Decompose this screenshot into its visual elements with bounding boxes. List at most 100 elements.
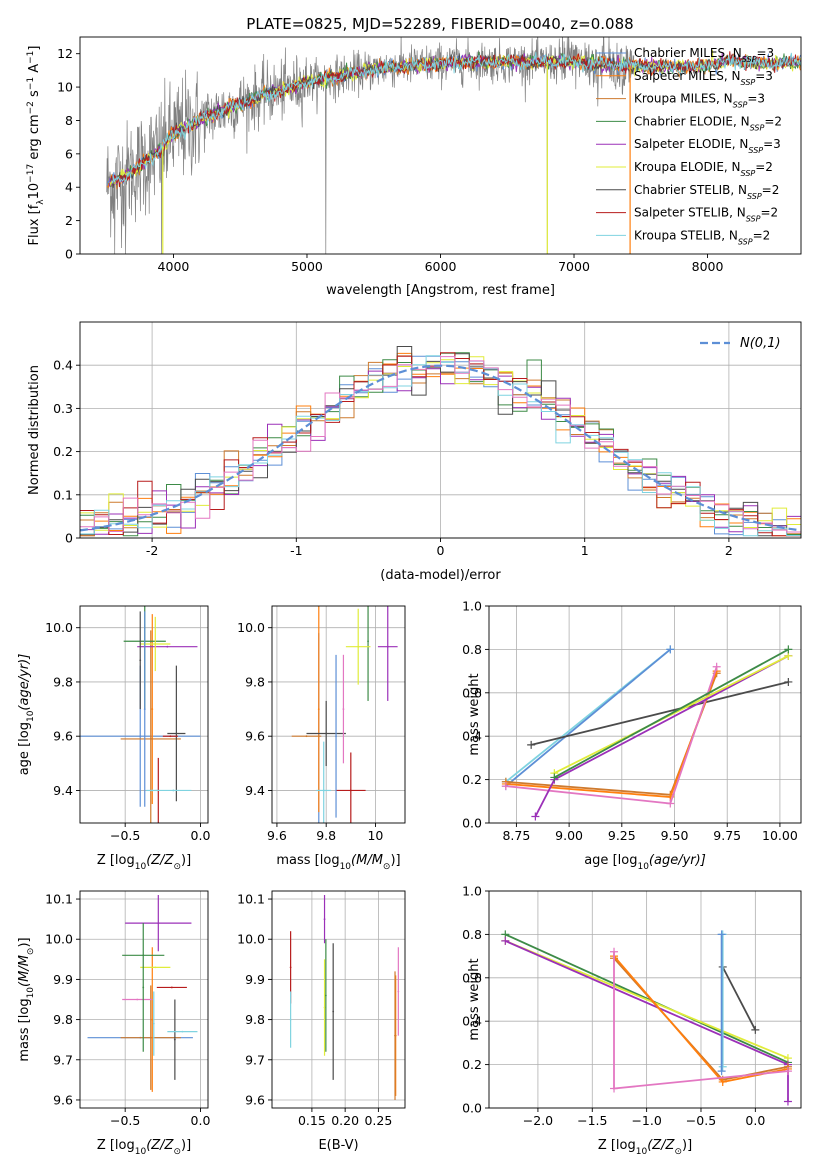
series-line bbox=[530, 681, 789, 746]
y-tick-label: 9.8 bbox=[53, 1012, 73, 1027]
data-point bbox=[156, 986, 187, 989]
data-point bbox=[151, 614, 154, 805]
series-marker bbox=[550, 773, 559, 782]
x-axis-label: Z [log10(Z/Z⊙)] bbox=[97, 853, 191, 872]
series-chabrier-miles bbox=[717, 930, 726, 1076]
x-tick-label: 8000 bbox=[692, 259, 724, 274]
y-tick-label: 9.9 bbox=[53, 972, 73, 987]
series-line bbox=[553, 655, 789, 774]
x-axis-label: (data-model)/error bbox=[380, 568, 501, 583]
data-point bbox=[332, 943, 335, 1080]
y-tick-label: 12 bbox=[57, 46, 73, 61]
point-marker bbox=[324, 994, 327, 997]
x-tick-label: −0.5 bbox=[686, 1113, 716, 1128]
point-marker bbox=[154, 643, 157, 645]
series-marker bbox=[718, 1077, 727, 1086]
x-tick-label: 0.0 bbox=[191, 1113, 211, 1128]
legend-label: Chabrier MILES, NSSP=3 bbox=[634, 46, 774, 64]
series-marker bbox=[527, 740, 536, 749]
y-tick-label: 0.8 bbox=[462, 642, 482, 657]
x-tick-label: 10 bbox=[367, 828, 383, 843]
legend: N(0,1) bbox=[700, 336, 781, 351]
y-tick-label: 0.1 bbox=[53, 487, 73, 502]
y-tick-label: 9.8 bbox=[245, 1012, 265, 1027]
data-point bbox=[167, 665, 186, 802]
point-marker bbox=[357, 645, 360, 648]
y-tick-label: 9.6 bbox=[53, 1092, 73, 1107]
point-marker bbox=[136, 998, 139, 1001]
y-tick-label: 6 bbox=[65, 146, 73, 161]
data-point bbox=[139, 611, 142, 710]
data-point bbox=[143, 611, 146, 807]
series-marker bbox=[751, 1025, 760, 1034]
x-tick-label: 0 bbox=[437, 543, 445, 558]
x-tick-label: 9.25 bbox=[608, 828, 636, 843]
y-tick-label: 4 bbox=[65, 180, 73, 195]
point-marker bbox=[149, 1036, 152, 1039]
x-tick-label: 5000 bbox=[291, 259, 323, 274]
data-point bbox=[316, 741, 332, 823]
point-marker bbox=[152, 1022, 155, 1025]
y-tick-label: 9.9 bbox=[245, 972, 265, 987]
data-point bbox=[397, 947, 400, 1036]
y-tick-label: 0 bbox=[65, 531, 73, 546]
chart-massweight-vs-Z: −2.0 −1.5 −1.0 −0.5 0.0 0.0 0.2 0.4 0.6 0.8 1.0 mas… bbox=[462, 884, 802, 1157]
x-tick-label: 10.00 bbox=[762, 828, 798, 843]
point-marker bbox=[342, 708, 345, 710]
point-marker bbox=[332, 1010, 335, 1013]
legend-label: Salpeter STELIB, NSSP=2 bbox=[634, 206, 778, 224]
point-marker bbox=[323, 1006, 326, 1009]
point-marker bbox=[139, 735, 142, 738]
data-point bbox=[394, 971, 396, 1100]
y-tick-label: 10.1 bbox=[45, 892, 73, 907]
x-tick-label: 9.6 bbox=[267, 828, 287, 843]
x-tick-label: 9.50 bbox=[661, 828, 689, 843]
series-marker bbox=[666, 645, 675, 654]
axes-frame bbox=[271, 605, 406, 824]
y-tick-label: 9.7 bbox=[245, 1052, 265, 1067]
x-tick-label: 8.75 bbox=[502, 828, 530, 843]
point-marker bbox=[289, 1018, 292, 1021]
data-point bbox=[120, 985, 181, 1090]
y-tick-label: 0.2 bbox=[462, 772, 482, 787]
chart-mass-vs-ebv: 0.15 0.20 0.25 9.6 9.7 9.8 9.9 10.0 10.1 E(B-V) bbox=[237, 890, 406, 1153]
x-tick-label: 0.15 bbox=[298, 1113, 326, 1128]
data-point bbox=[137, 645, 198, 648]
legend-label: Chabrier ELODIE, NSSP=2 bbox=[634, 114, 782, 131]
y-tick-label: 10.0 bbox=[45, 932, 73, 947]
point-marker bbox=[142, 986, 145, 989]
y-tick-label: 0.2 bbox=[462, 1057, 482, 1072]
plot-area bbox=[87, 895, 198, 1092]
y-tick-label: 10.0 bbox=[237, 620, 265, 635]
x-tick-label: 0.0 bbox=[191, 828, 211, 843]
series-line bbox=[721, 966, 757, 1031]
data-point bbox=[342, 654, 345, 764]
x-tick-label: -2 bbox=[146, 543, 158, 558]
series-marker bbox=[717, 1067, 726, 1076]
x-tick-label: 9.75 bbox=[713, 828, 741, 843]
data-point bbox=[306, 700, 346, 767]
data-point bbox=[173, 999, 176, 1080]
y-tick-label: 0.2 bbox=[53, 444, 73, 459]
series-pink-extra bbox=[610, 947, 792, 1093]
histogram-pink-extra bbox=[80, 356, 801, 533]
y-tick-label: 10.0 bbox=[45, 620, 73, 635]
point-marker bbox=[349, 789, 352, 792]
point-marker bbox=[181, 1030, 184, 1033]
series-line bbox=[553, 648, 789, 779]
gaussian-reference-curve bbox=[80, 364, 799, 532]
axes-frame bbox=[79, 890, 209, 1109]
plot-area bbox=[106, 37, 801, 254]
x-axis-label: mass [log10(M/M⊙)] bbox=[276, 853, 400, 872]
plot-area bbox=[80, 606, 201, 823]
y-tick-label: 0.8 bbox=[462, 927, 482, 942]
series-marker bbox=[718, 1062, 727, 1071]
legend: Chabrier MILES, NSSP=3 Salpeter MILES, NS… bbox=[596, 46, 782, 246]
x-tick-label: 6000 bbox=[425, 259, 457, 274]
legend-label: N(0,1) bbox=[740, 336, 781, 351]
y-axis-label: Normed distribution bbox=[27, 365, 42, 495]
data-point bbox=[289, 991, 292, 1048]
y-axis-label: age [log10(age/yr)] bbox=[17, 654, 36, 776]
